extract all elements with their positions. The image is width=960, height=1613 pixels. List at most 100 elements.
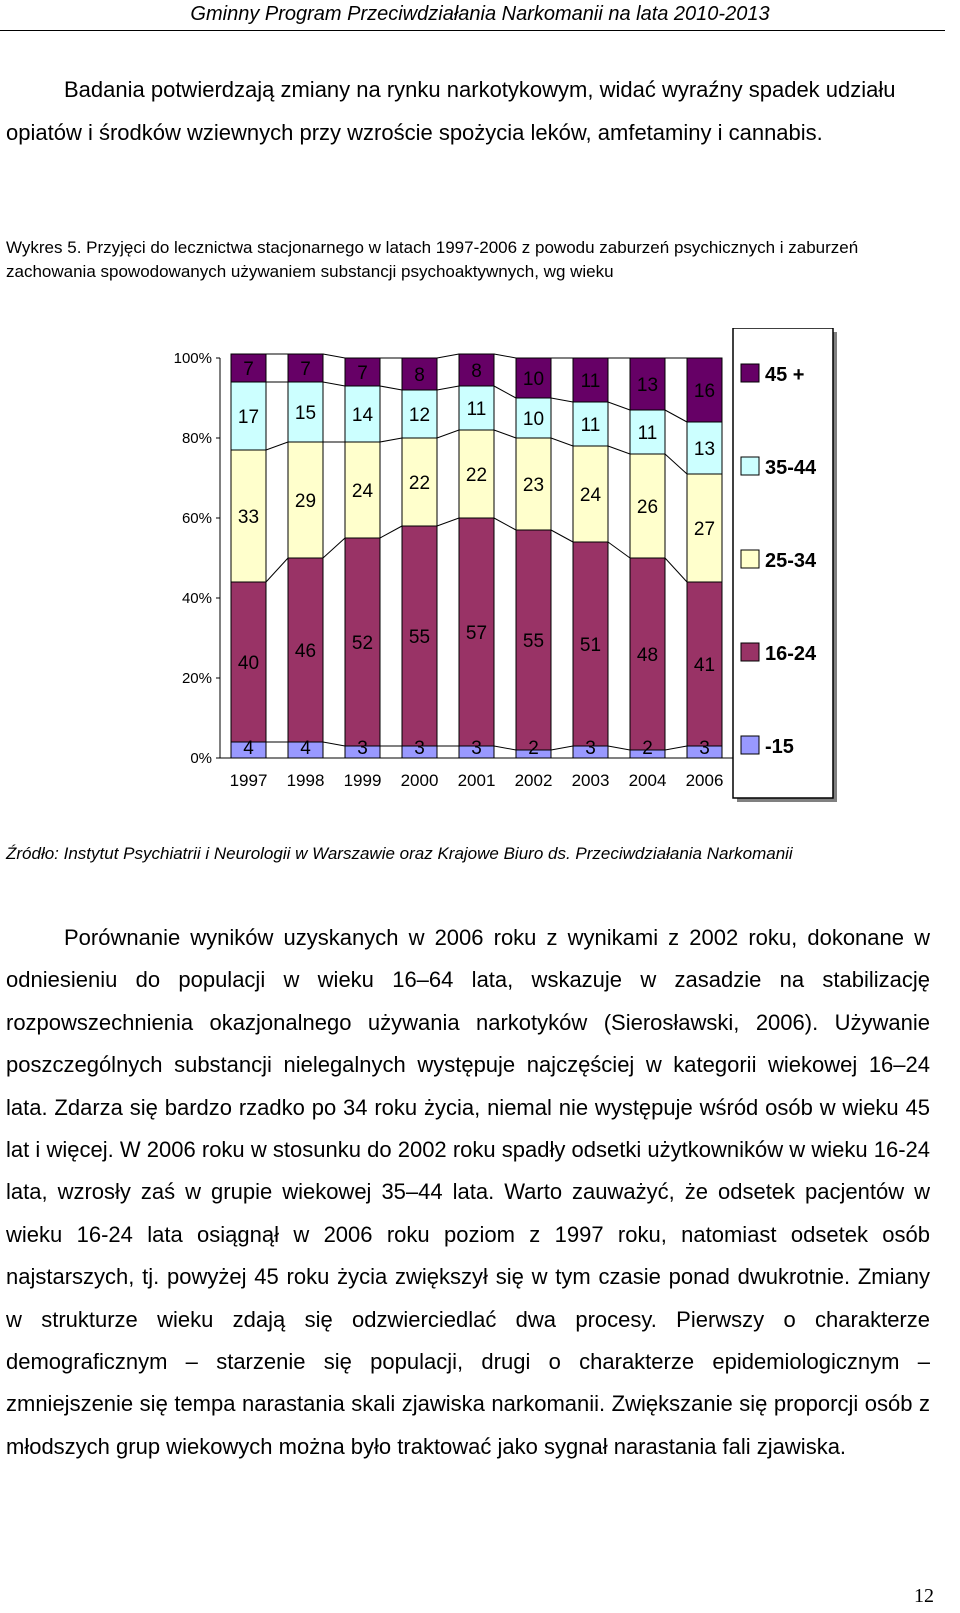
data-label: 41 bbox=[694, 655, 715, 676]
bar-segment bbox=[344, 357, 381, 387]
data-label: 11 bbox=[638, 423, 658, 444]
bar-segment bbox=[230, 581, 267, 743]
data-label: 12 bbox=[409, 405, 430, 426]
series-line bbox=[493, 745, 517, 751]
x-tick-label: 2000 bbox=[401, 771, 439, 790]
data-label: 23 bbox=[523, 475, 544, 496]
intro-text: Badania potwierdzają zmiany na rynku nar… bbox=[6, 77, 896, 145]
bar-segment bbox=[515, 529, 552, 751]
intro-paragraph: Badania potwierdzają zmiany na rynku nar… bbox=[6, 68, 926, 154]
bar-segment bbox=[287, 557, 324, 743]
data-label: 22 bbox=[409, 473, 430, 494]
x-tick-label: 1998 bbox=[287, 771, 325, 790]
bar-segment bbox=[458, 517, 495, 747]
legend-label: 45 + bbox=[765, 364, 804, 386]
data-label: 4 bbox=[243, 738, 254, 759]
data-label: 15 bbox=[295, 403, 316, 424]
data-label: 52 bbox=[352, 633, 373, 654]
data-label: 7 bbox=[243, 359, 254, 380]
x-tick-label: 1999 bbox=[344, 771, 382, 790]
data-label: 11 bbox=[581, 415, 601, 436]
data-label: 29 bbox=[295, 491, 316, 512]
series-line bbox=[436, 353, 460, 359]
y-tick-label: 60% bbox=[182, 510, 212, 527]
series-line bbox=[436, 429, 460, 439]
bar-segment bbox=[629, 453, 666, 559]
series-line bbox=[322, 381, 346, 387]
data-label: 4 bbox=[300, 738, 311, 759]
data-label: 17 bbox=[238, 407, 259, 428]
series-line bbox=[550, 397, 574, 403]
series-line bbox=[493, 385, 517, 399]
series-line bbox=[322, 353, 346, 359]
x-tick-label: 2003 bbox=[572, 771, 610, 790]
bar-segment bbox=[344, 537, 381, 747]
y-tick-label: 100% bbox=[174, 350, 212, 367]
data-label: 40 bbox=[238, 653, 259, 674]
figure-caption-text: Przyjęci do lecznictwa stacjonarnego w l… bbox=[6, 238, 859, 281]
bar-segment bbox=[572, 401, 609, 447]
bar-segment bbox=[686, 473, 723, 583]
data-label: 55 bbox=[523, 631, 544, 652]
data-label: 3 bbox=[414, 738, 425, 759]
series-line bbox=[550, 529, 574, 543]
series-line bbox=[322, 741, 346, 747]
data-label: 27 bbox=[694, 519, 715, 540]
x-tick-label: 2004 bbox=[629, 771, 667, 790]
data-label: 24 bbox=[580, 485, 602, 506]
bar-segment bbox=[458, 353, 495, 387]
bar-segment bbox=[230, 449, 267, 583]
bar-segment bbox=[401, 389, 438, 439]
x-tick-label: 2001 bbox=[458, 771, 496, 790]
figure-label: Wykres 5. bbox=[6, 238, 82, 257]
legend-swatch bbox=[740, 456, 760, 476]
data-label: 3 bbox=[357, 738, 368, 759]
series-line bbox=[664, 557, 688, 583]
figure-source: Źródło: Instytut Psychiatrii i Neurologi… bbox=[6, 844, 793, 863]
legend-swatch bbox=[740, 642, 760, 662]
legend-swatch bbox=[740, 735, 760, 755]
data-label: 7 bbox=[357, 363, 368, 384]
series-line bbox=[493, 517, 517, 531]
bar-segment bbox=[572, 445, 609, 543]
data-label: 14 bbox=[352, 405, 374, 426]
data-label: 7 bbox=[300, 359, 311, 380]
data-label: 11 bbox=[467, 399, 487, 420]
figure-caption: Wykres 5. Przyjęci do lecznictwa stacjon… bbox=[6, 236, 936, 284]
bar-segment bbox=[287, 353, 324, 383]
series-line bbox=[607, 445, 631, 455]
bar-segment bbox=[401, 437, 438, 527]
data-label: 26 bbox=[637, 497, 658, 518]
series-line bbox=[265, 557, 289, 583]
bar-segment bbox=[344, 441, 381, 539]
data-label: 8 bbox=[471, 361, 482, 382]
bar-segment bbox=[686, 581, 723, 747]
bar-segment bbox=[686, 421, 723, 475]
data-label: 3 bbox=[471, 738, 482, 759]
data-label: 33 bbox=[238, 507, 259, 528]
series-line bbox=[550, 745, 574, 751]
series-line bbox=[664, 745, 688, 751]
series-line bbox=[379, 437, 403, 443]
legend-label: -15 bbox=[765, 736, 794, 758]
bar-segment bbox=[401, 357, 438, 391]
y-tick-label: 80% bbox=[182, 430, 212, 447]
series-line bbox=[607, 541, 631, 559]
y-tick-label: 0% bbox=[190, 750, 212, 767]
y-tick-label: 20% bbox=[182, 670, 212, 687]
bar-segment bbox=[230, 381, 267, 451]
data-label: 55 bbox=[409, 627, 430, 648]
data-label: 8 bbox=[414, 365, 425, 386]
page-header: Gminny Program Przeciwdziałania Narkoman… bbox=[190, 3, 770, 25]
x-tick-label: 2002 bbox=[515, 771, 553, 790]
data-label: 46 bbox=[295, 641, 316, 662]
bar-segment bbox=[572, 541, 609, 747]
series-line bbox=[265, 441, 289, 451]
x-tick-label: 1997 bbox=[230, 771, 268, 790]
data-label: 16 bbox=[694, 381, 715, 402]
data-label: 24 bbox=[352, 481, 374, 502]
y-tick-label: 40% bbox=[182, 590, 212, 607]
legend-label: 35-44 bbox=[765, 457, 817, 479]
data-label: 10 bbox=[523, 369, 544, 390]
bar-segment bbox=[572, 357, 609, 403]
